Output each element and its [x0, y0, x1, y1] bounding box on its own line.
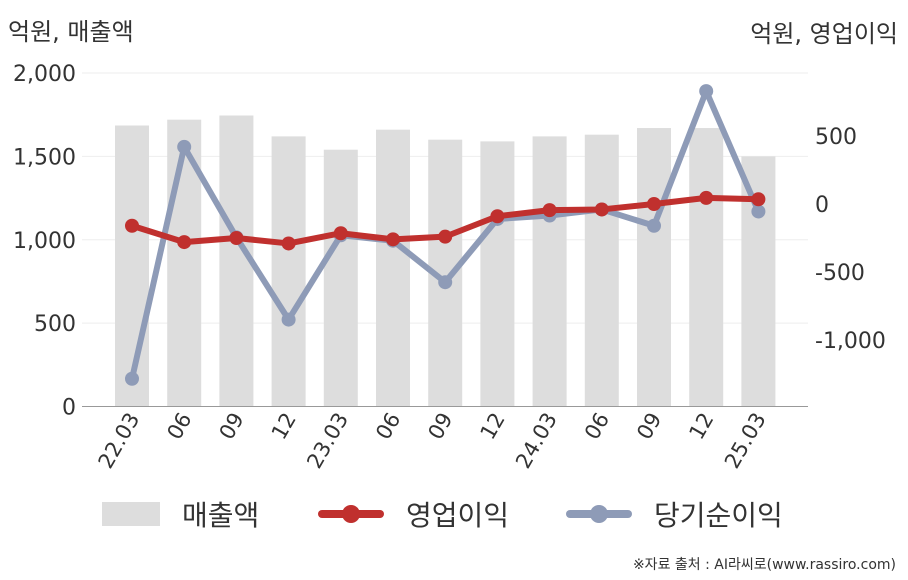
revenue-bar: [376, 129, 410, 407]
legend-swatch-revenue: [102, 502, 160, 526]
revenue-bar: [689, 128, 724, 407]
series-point: [699, 84, 714, 99]
series-point: [542, 203, 557, 218]
left-axis-tick-label: 0: [62, 396, 76, 421]
series-point: [751, 192, 766, 207]
right-axis-unit: 억원, 영업이익: [750, 20, 898, 48]
legend-swatch-operating-profit: [318, 492, 384, 536]
revenue-bar: [637, 128, 671, 407]
line-series: [125, 84, 766, 386]
revenue-bars: [115, 115, 776, 407]
revenue-bar: [115, 125, 149, 407]
legend-label-operating-profit: 영업이익: [406, 499, 510, 532]
left-axis-tick-label: 500: [34, 312, 76, 337]
left-axis-tick-label: 1,500: [13, 145, 76, 170]
series-point: [438, 229, 453, 244]
x-axis-tick-label: 12: [267, 409, 301, 444]
revenue-bar: [584, 134, 619, 407]
x-axis-tick-label: 25.03: [720, 409, 771, 473]
right-axis-tick-label: 0: [815, 193, 829, 218]
revenue-bar: [323, 149, 358, 407]
legend-item-net-income: 당기순이익: [566, 492, 783, 536]
series-point: [125, 371, 139, 386]
x-axis-tick-label: 22.03: [93, 409, 144, 473]
left-axis-tick-label: 2,000: [13, 62, 76, 87]
series-point: [281, 312, 296, 327]
series-point: [386, 232, 400, 247]
right-axis-ticks: 500 0 -500 -1,000: [815, 125, 886, 354]
source-note: ※자료 출처 : AI라씨로(www.rassiro.com): [632, 557, 896, 573]
series-point: [177, 139, 192, 154]
revenue-bar: [271, 136, 306, 407]
x-axis-tick-label: 09: [215, 409, 249, 444]
series-point: [229, 231, 244, 245]
left-axis-ticks: 0 500 1,000 1,500 2,000: [13, 62, 76, 421]
series-point: [177, 235, 192, 250]
right-axis-tick-label: -1,000: [815, 329, 886, 354]
left-axis-unit: 억원, 매출액: [8, 18, 134, 46]
x-axis-tick-label: 24.03: [511, 409, 562, 473]
right-axis-tick-label: -500: [815, 261, 865, 286]
series-point: [125, 218, 139, 233]
legend-label-net-income: 당기순이익: [654, 499, 783, 532]
series-point: [333, 226, 348, 241]
series-point: [281, 236, 296, 251]
revenue-bar: [480, 141, 515, 407]
x-axis-tick-label: 06: [371, 409, 405, 444]
x-axis-tick-label: 12: [684, 409, 718, 444]
series-point: [647, 197, 661, 211]
x-axis-ticks: 22.03 06 09 12 23.03 06 09 12 24.03 06 09 12 25.03: [93, 409, 770, 473]
x-axis-tick-label: 06: [162, 409, 196, 444]
x-axis-tick-label: 09: [632, 409, 666, 444]
revenue-bar: [532, 136, 567, 407]
x-axis-tick-label: 23.03: [302, 409, 353, 473]
right-axis-tick-label: 500: [815, 125, 857, 150]
series-point: [594, 202, 609, 217]
x-axis-tick-label: 12: [476, 409, 510, 444]
x-axis-tick-label: 06: [580, 409, 614, 444]
series-point: [647, 218, 661, 233]
legend-item-operating-profit: 영업이익: [318, 492, 509, 536]
legend-label-revenue: 매출액: [182, 499, 260, 532]
legend-item-revenue: 매출액: [102, 492, 259, 536]
series-point: [490, 209, 505, 224]
series-point: [751, 204, 766, 219]
series-point: [699, 190, 714, 205]
left-axis-tick-label: 1,000: [13, 229, 76, 254]
x-axis-tick-label: 09: [423, 409, 457, 444]
legend-swatch-net-income: [566, 492, 632, 536]
revenue-bar: [219, 115, 254, 407]
series-operating-profit: [125, 190, 766, 251]
series-point: [438, 275, 453, 290]
